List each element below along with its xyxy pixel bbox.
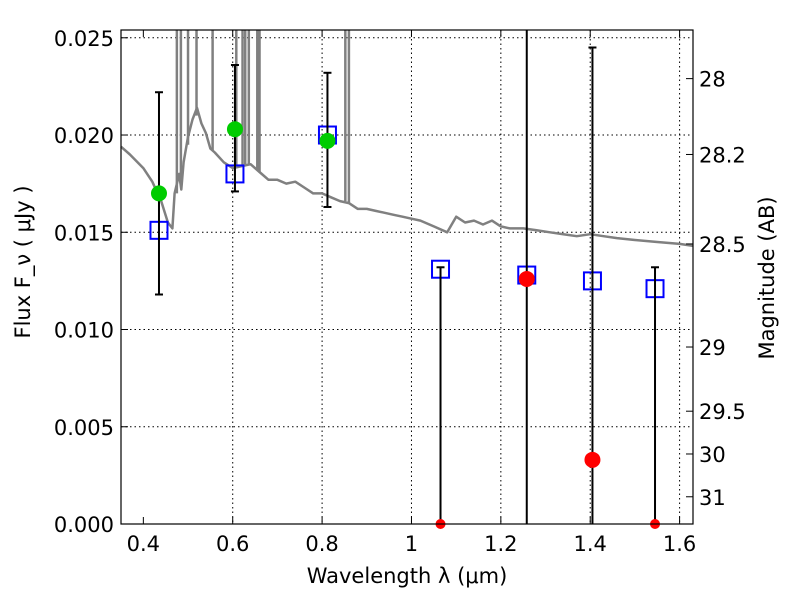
observed-flux-point [150,185,167,202]
y-tick-label: 0.000 [54,513,114,537]
y2-axis-label: Magnitude (AB) [755,196,779,359]
plot-area [121,30,693,524]
y-tick-label: 0.015 [54,221,114,245]
upper-limit-point [584,451,601,468]
y2-tick-label: 28.2 [699,143,746,167]
y2-tick-label: 28 [699,68,726,92]
x-tick-label: 1.4 [574,532,607,556]
grid-lines [121,30,693,524]
x-tick-label: 0.6 [216,532,249,556]
y-tick-label: 0.005 [54,416,114,440]
markers-layer [149,30,665,529]
x-tick-label: 1.2 [484,532,517,556]
y2-tick-label: 28.5 [699,233,746,257]
y-tick-label: 0.020 [54,124,114,148]
spectrum-layer [120,30,694,248]
observed-flux-point [226,121,243,138]
plot-frame [120,29,694,525]
y-axis-label: Flux F_ν ( μJy ) [11,185,36,338]
x-tick-label: 1.6 [663,532,696,556]
upper-limit-point [518,270,535,287]
x-tick-label: 1 [405,532,418,556]
y2-tick-label: 31 [699,486,726,510]
y2-tick-label: 29.5 [699,400,746,424]
x-tick-label: 0.8 [305,532,338,556]
y2-tick-label: 30 [699,443,726,467]
y-axis-label-text: Flux F_ν ( μJy ) [11,185,36,338]
observed-flux-point [319,132,336,149]
y2-tick-label: 29 [699,336,726,360]
x-tick-label: 0.4 [127,532,160,556]
y-tick-label: 0.010 [54,319,114,343]
y-tick-label: 0.025 [54,27,114,51]
axis-ticks: 0.4 0.6 0.8 1 1.2 1.4 1.6 0.000 0.005 0.010 0.015 0… [54,27,746,556]
x-axis-label: Wavelength λ (μm) [307,564,508,588]
